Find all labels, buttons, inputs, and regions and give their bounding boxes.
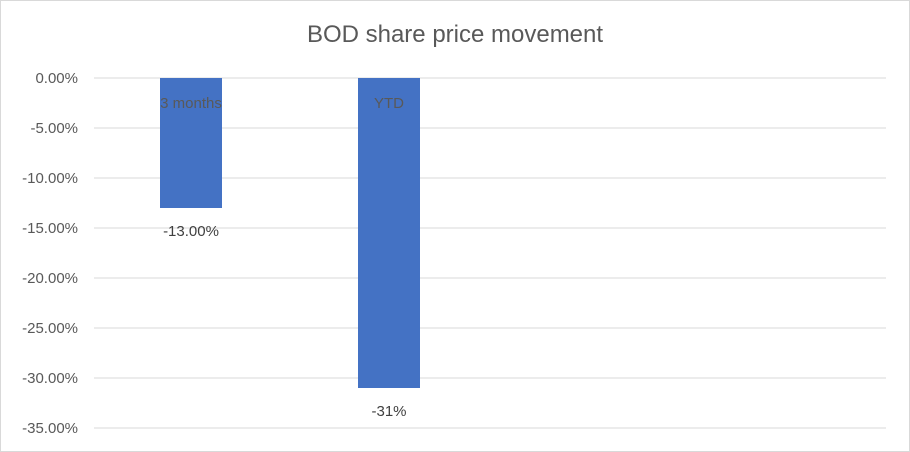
y-tick-label: -5.00%	[30, 120, 78, 137]
y-tick-label: -30.00%	[22, 370, 78, 387]
bar	[160, 78, 222, 208]
y-tick-label: -10.00%	[22, 170, 78, 187]
data-label: -13.00%	[163, 223, 219, 240]
y-tick-label: 0.00%	[35, 70, 78, 87]
y-tick-label: -20.00%	[22, 270, 78, 287]
x-tick-label: 3 months	[160, 95, 222, 112]
y-tick-label: -35.00%	[22, 420, 78, 437]
bar	[358, 78, 420, 388]
y-tick-label: -25.00%	[22, 320, 78, 337]
chart-title: BOD share price movement	[306, 21, 604, 48]
x-tick-label: YTD	[374, 95, 404, 112]
data-label: -31%	[371, 403, 406, 420]
y-tick-label: -15.00%	[22, 220, 78, 237]
